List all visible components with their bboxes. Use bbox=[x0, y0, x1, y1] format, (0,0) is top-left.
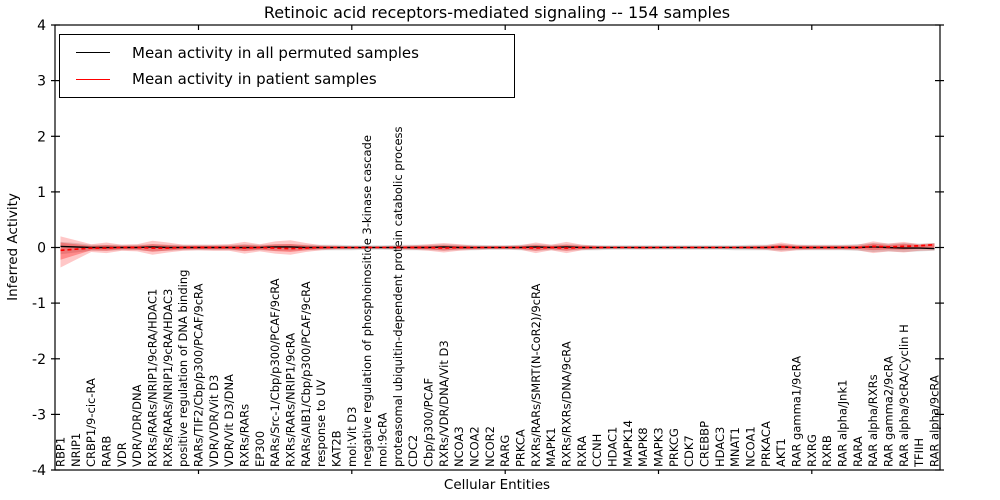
x-category-labels: RBP1 NRIP1 CRBP1/9-cic-RA RARB VDR VDR/VDR/DN… bbox=[54, 126, 942, 468]
x-category-label: Cbp/p300/PCAF bbox=[422, 378, 436, 467]
x-category-label: KAT2B bbox=[330, 430, 344, 467]
x-category-label: RARB bbox=[100, 436, 114, 467]
x-category-label: CREBBP bbox=[698, 421, 712, 467]
x-category-label: RXRs/RARs/NRIP1/9cRA bbox=[284, 333, 298, 467]
x-category-label: VDR/VDR/Vit D3 bbox=[207, 375, 221, 467]
x-category-label: RXRs/RXRs/DNA/9cRA bbox=[560, 341, 574, 467]
chart-series-lines bbox=[60, 243, 935, 252]
legend-label: Mean activity in patient samples bbox=[132, 70, 377, 89]
x-category-label: RARs/Src-1/Cbp/p300/PCAF/9cRA bbox=[268, 278, 282, 467]
x-category-label: RAR gamma1/9cRA bbox=[790, 356, 804, 467]
x-category-label: VDR/VDR/DNA bbox=[130, 384, 144, 467]
x-category-label: RXRs/RARs/SMRT(N-CoR2)/9cRA bbox=[529, 283, 543, 467]
x-category-label: CCNH bbox=[590, 434, 604, 467]
legend: Mean activity in all permuted samples Me… bbox=[59, 34, 515, 98]
x-category-label: NCOA3 bbox=[452, 426, 466, 467]
x-category-label: RXRA bbox=[575, 436, 589, 467]
x-category-label: proteasomal ubiquitin-dependent protein … bbox=[391, 126, 405, 467]
x-category-label: MNAT1 bbox=[728, 427, 742, 467]
x-category-label: RXRB bbox=[820, 435, 834, 467]
x-category-label: NCOA2 bbox=[468, 426, 482, 467]
x-category-label: RXRs/RARs/NRIP1/9cRA/HDAC3 bbox=[161, 289, 175, 467]
x-category-label: RXRG bbox=[805, 434, 819, 467]
x-category-label: MAPK8 bbox=[636, 427, 650, 467]
x-category-label: PRKCA bbox=[514, 429, 528, 467]
x-category-label: NCOA1 bbox=[744, 426, 758, 467]
x-category-label: MAPK14 bbox=[621, 420, 635, 467]
x-category-label: EP300 bbox=[253, 431, 267, 467]
x-category-label: RXRs/VDR/DNA/Vit D3 bbox=[437, 340, 451, 467]
x-category-label: RARG bbox=[498, 435, 512, 467]
x-category-label: RAR gamma2/9cRA bbox=[882, 356, 896, 467]
x-category-label: AKT1 bbox=[774, 438, 788, 467]
x-category-label: negative regulation of phosphoinositide … bbox=[360, 135, 374, 467]
x-category-label: NRIP1 bbox=[69, 433, 83, 467]
y-tick-label: 1 bbox=[37, 185, 46, 201]
x-category-label: RARA bbox=[851, 436, 865, 467]
chart-bands bbox=[60, 236, 935, 268]
x-category-label: RAR alpha/9cRA/Cyclin H bbox=[897, 324, 911, 467]
x-category-label: PRKCG bbox=[667, 428, 681, 467]
x-category-label: CDC2 bbox=[406, 435, 420, 467]
x-category-label: NCOR2 bbox=[483, 426, 497, 467]
series-line-patient bbox=[60, 243, 935, 252]
x-category-label: VDR/Vit D3/DNA bbox=[222, 374, 236, 467]
x-category-label: MAPK3 bbox=[652, 427, 666, 467]
y-tick-label: 3 bbox=[37, 74, 46, 90]
chart-title: Retinoic acid receptors-mediated signali… bbox=[263, 3, 731, 22]
legend-line-swatch-red bbox=[76, 78, 110, 80]
x-category-label: RAR alpha/Jnk1 bbox=[836, 380, 850, 467]
x-category-label: response to UV bbox=[314, 379, 328, 467]
band-patient-outer bbox=[60, 236, 935, 268]
x-category-label: positive regulation of DNA binding bbox=[176, 270, 190, 467]
legend-entry-patient: Mean activity in patient samples bbox=[60, 70, 514, 88]
x-category-label: CRBP1/9-cic-RA bbox=[84, 378, 98, 467]
x-category-label: CDK7 bbox=[682, 435, 696, 467]
x-category-label: RARs/TIF2/Cbp/p300/PCAF/9cRA bbox=[192, 283, 206, 467]
legend-entry-permuted: Mean activity in all permuted samples bbox=[60, 44, 514, 62]
y-axis-label: Inferred Activity bbox=[5, 193, 21, 301]
y-tick-label: -3 bbox=[32, 407, 46, 423]
x-category-label: mol:Vit D3 bbox=[345, 407, 359, 467]
x-category-label: RBP1 bbox=[54, 437, 68, 467]
x-category-label: RARs/AIB1/Cbp/p300/PCAF/9cRA bbox=[299, 281, 313, 467]
x-category-label: mol:9cRA bbox=[376, 413, 390, 467]
y-tick-label: 4 bbox=[37, 18, 46, 34]
x-category-label: HDAC1 bbox=[606, 427, 620, 467]
y-tick-label: 2 bbox=[37, 129, 46, 145]
x-category-label: TFIIH bbox=[912, 438, 926, 468]
x-axis-label: Cellular Entities bbox=[443, 477, 551, 493]
x-category-label: RXRs/RARs/NRIP1/9cRA/HDAC1 bbox=[146, 289, 160, 467]
x-category-label: HDAC3 bbox=[713, 427, 727, 467]
x-category-label: MAPK1 bbox=[544, 427, 558, 467]
x-category-label: RAR alpha/RXRs bbox=[866, 374, 880, 467]
x-category-label: VDR bbox=[115, 442, 129, 467]
legend-line-swatch-black bbox=[76, 52, 110, 54]
y-tick-label: 0 bbox=[37, 241, 46, 257]
legend-label: Mean activity in all permuted samples bbox=[132, 43, 419, 62]
y-tick-label: -1 bbox=[32, 296, 46, 312]
x-category-label: PRKACA bbox=[759, 421, 773, 467]
y-tick-label: -2 bbox=[32, 352, 46, 368]
x-category-label: RXRs/RARs bbox=[238, 404, 252, 467]
y-tick-label: -4 bbox=[32, 463, 46, 479]
x-category-label: RAR alpha/9cRA bbox=[928, 375, 942, 467]
chart-axes: -4 -3 -2 -1 0 1 2 3 4 bbox=[32, 18, 944, 479]
